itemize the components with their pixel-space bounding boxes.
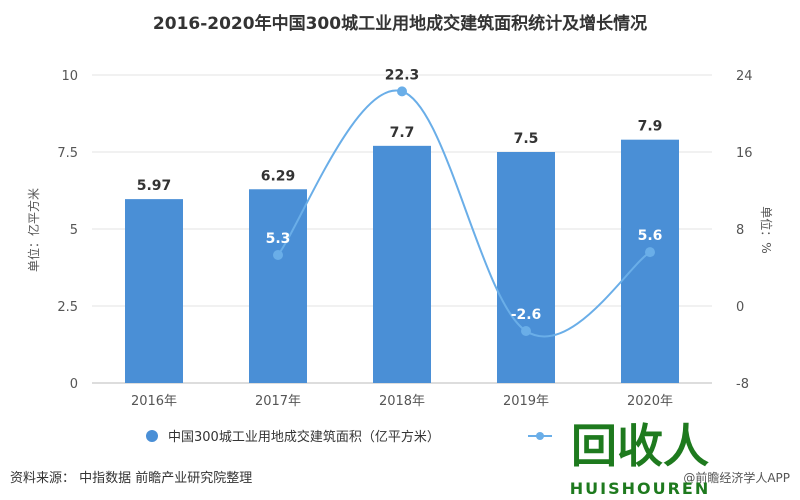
bar-value-label: 7.9 [638, 119, 663, 135]
bar-value-label: 7.7 [390, 125, 415, 141]
bar-series: 5.97 6.29 7.7 7.5 7.9 [125, 119, 679, 383]
line-point [521, 326, 531, 337]
bar [373, 145, 431, 383]
logo-subtext: HUISHOUREN [570, 479, 710, 498]
credit-text: @前瞻经济学人APP [683, 470, 790, 485]
y-tick-label-right: 8 [736, 223, 744, 238]
line-value-label: -2.6 [511, 307, 542, 323]
bar [125, 199, 183, 383]
y-tick-label: 7.5 [57, 146, 78, 161]
logo: 回收人 HUISHOUREN [570, 419, 710, 498]
bar [621, 139, 679, 383]
x-tick-label: 2020年 [627, 394, 673, 409]
left-axis-ticks: 0 2.5 5 7.5 10 [57, 69, 78, 392]
legend: 中国300城工业用地成交建筑面积（亿平方米） [146, 429, 552, 445]
legend-bar-label: 中国300城工业用地成交建筑面积（亿平方米） [168, 429, 440, 445]
y-tick-label: 5 [70, 223, 78, 238]
y-tick-label: 10 [61, 69, 78, 84]
y-tick-label-right: -8 [736, 377, 749, 392]
source-note: 资料来源： 中指数据 前瞻产业研究院整理 [10, 470, 252, 486]
x-tick-label: 2019年 [503, 394, 549, 409]
x-axis-ticks: 2016年 2017年 2018年 2019年 2020年 [131, 394, 673, 409]
line-point [397, 86, 407, 97]
line-value-label: 22.3 [385, 67, 420, 83]
bar-value-label: 5.97 [137, 178, 172, 194]
y-tick-label-right: 0 [736, 300, 744, 315]
y-tick-label-right: 24 [736, 69, 753, 84]
x-tick-label: 2016年 [131, 394, 177, 409]
line-point [273, 249, 283, 260]
y-tick-label: 0 [70, 377, 78, 392]
legend-line-marker [536, 432, 544, 440]
bar-value-label: 6.29 [261, 168, 296, 184]
y-axis-label: 单位：亿平方米 [26, 188, 41, 272]
logo-text: 回收人 [571, 419, 709, 473]
y-axis-label-right: 单位：% [759, 206, 774, 253]
y-tick-label: 2.5 [57, 300, 78, 315]
y-tick-label-right: 16 [736, 146, 753, 161]
chart-title: 2016-2020年中国300城工业用地成交建筑面积统计及增长情况 [153, 13, 647, 34]
legend-bar-swatch [146, 430, 158, 442]
line-point [645, 247, 655, 258]
x-tick-label: 2018年 [379, 394, 425, 409]
line-value-label: 5.3 [266, 231, 291, 247]
line-series: 5.3 22.3 -2.6 5.6 [266, 67, 663, 338]
right-axis-ticks: -8 0 8 16 24 [736, 69, 753, 392]
x-tick-label: 2017年 [255, 394, 301, 409]
series-line [277, 89, 651, 338]
bar-value-label: 7.5 [514, 131, 539, 147]
bar [497, 152, 555, 383]
line-value-label: 5.6 [638, 228, 663, 244]
